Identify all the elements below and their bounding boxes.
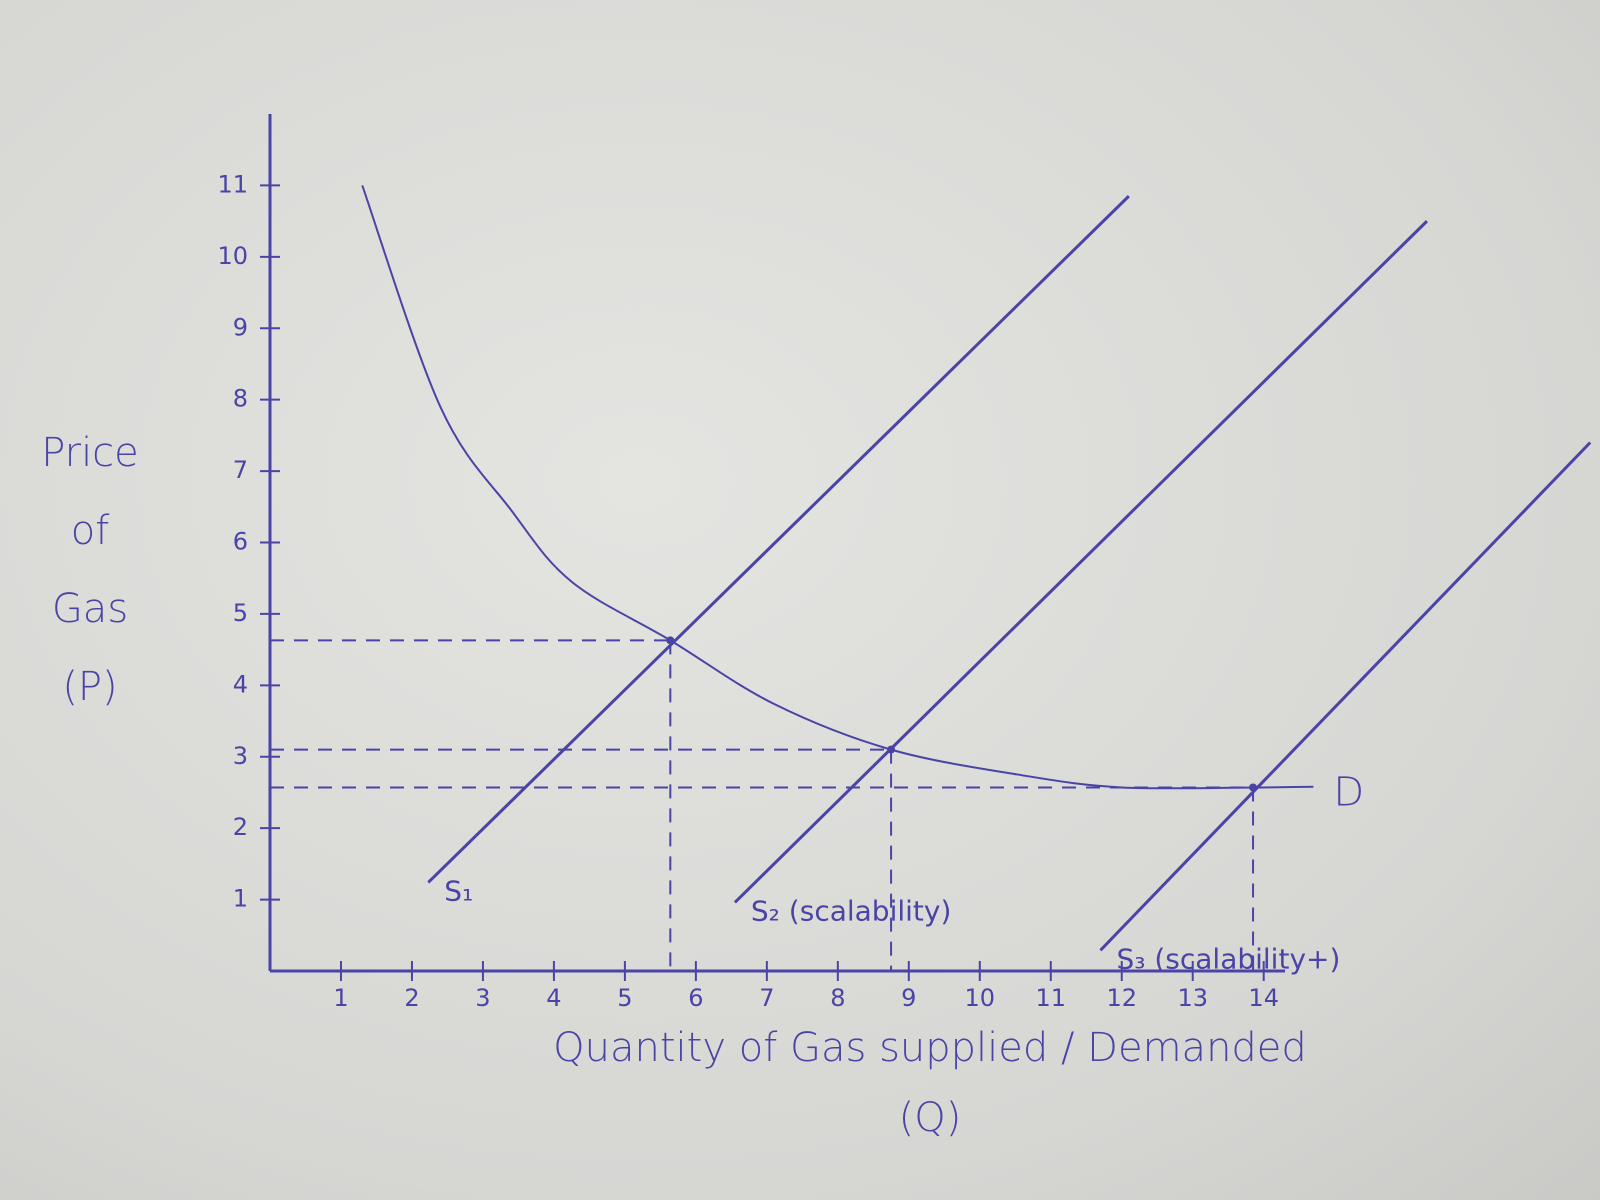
series-line: [427, 195, 1130, 884]
x-tick-label: 1: [333, 984, 348, 1012]
y-tick-label: 6: [233, 528, 248, 556]
series-label: S₃ (scalability+): [1116, 942, 1340, 975]
x-tick-label: 3: [475, 984, 490, 1012]
x-tick-label: 11: [1035, 984, 1066, 1012]
series-line: [733, 220, 1429, 904]
y-tick-label: 4: [233, 670, 248, 698]
x-tick-label: 7: [759, 984, 774, 1012]
y-tick-label: 1: [233, 885, 248, 913]
y-axis-label: Price: [41, 430, 139, 476]
y-tick-label: 3: [233, 742, 248, 770]
y-tick-label: 9: [233, 313, 248, 341]
series-line: [361, 185, 1314, 790]
y-tick-label: 5: [233, 599, 248, 627]
y-axis-label: of: [71, 508, 110, 554]
x-tick-label: 6: [688, 984, 703, 1012]
series-label: S₂ (scalability): [751, 894, 951, 927]
series-label: D: [1333, 770, 1364, 816]
y-tick-label: 2: [233, 813, 248, 841]
x-tick-label: 8: [830, 984, 845, 1012]
y-tick-label: 11: [217, 170, 248, 198]
y-axis-label: (P): [62, 664, 117, 710]
x-tick-label: 10: [965, 984, 996, 1012]
y-tick-label: 7: [233, 456, 248, 484]
series-line: [1099, 441, 1592, 952]
x-tick-label: 13: [1177, 984, 1208, 1012]
x-tick-label: 12: [1106, 984, 1137, 1012]
series-label: S₁: [444, 874, 473, 907]
x-axis-label: (Q): [899, 1095, 962, 1141]
x-tick-label: 5: [617, 984, 632, 1012]
y-tick-label: 10: [217, 242, 248, 270]
y-tick-label: 8: [233, 385, 248, 413]
x-tick-label: 14: [1248, 984, 1279, 1012]
x-tick-label: 4: [546, 984, 561, 1012]
x-tick-label: 2: [404, 984, 419, 1012]
x-axis-label: Quantity of Gas supplied / Demanded: [553, 1025, 1307, 1071]
y-axis-label: Gas: [52, 586, 128, 632]
x-tick-label: 9: [901, 984, 916, 1012]
